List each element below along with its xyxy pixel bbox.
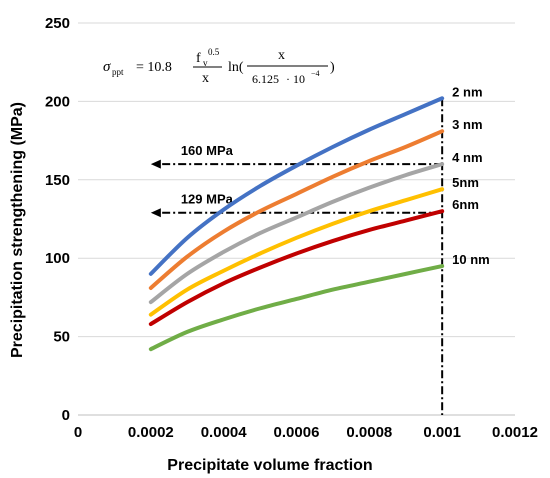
x-tick-label-1: 0.0002: [128, 424, 174, 441]
x-tick-labels: 0 0.0002 0.0004 0.0006 0.0008 0.001 0.0012: [74, 424, 538, 441]
eq-x-den: x: [202, 71, 209, 86]
x-tick-label-5: 0.001: [423, 424, 461, 441]
y-tick-label-2: 100: [45, 250, 70, 267]
eq-ln: ln(: [228, 60, 244, 75]
eq-f-sub: v: [203, 58, 208, 68]
annotation-label-1: 129 MPa: [181, 192, 234, 207]
y-axis-title: Precipitation strengthening (MPa): [9, 102, 26, 358]
series-line-2nm: [148, 96, 445, 276]
x-tick-label-6: 0.0012: [492, 424, 538, 441]
series-label-3: 5nm: [452, 175, 479, 190]
eq-sigma: σ: [103, 59, 111, 75]
x-tick-label-4: 0.0008: [346, 424, 392, 441]
series-lines: [148, 96, 445, 352]
x-axis-title: Precipitate volume fraction: [167, 457, 372, 474]
y-tick-label-4: 200: [45, 93, 70, 110]
eq-frac-den-a: 6.125: [252, 72, 279, 86]
annotation-arrow-1: [150, 208, 161, 218]
series-label-0: 2 nm: [452, 84, 482, 99]
series-label-1: 3 nm: [452, 117, 482, 132]
annotation-label-0: 160 MPa: [181, 143, 234, 158]
y-tick-labels: 0 50 100 150 200 250: [45, 15, 70, 424]
eq-f-sup: 0.5: [208, 47, 220, 57]
series-line-3nm: [148, 129, 445, 290]
y-tick-label-1: 50: [53, 329, 70, 346]
annotations: 160 MPa 129 MPa: [150, 98, 444, 415]
eq-frac-num: x: [278, 48, 285, 63]
eq-frac-den-b: · 10: [286, 72, 305, 86]
eq-coefficient: = 10.8: [136, 60, 172, 75]
eq-frac-den-exp: −4: [311, 69, 320, 78]
x-tick-label-0: 0: [74, 424, 82, 441]
eq-sigma-sub: ppt: [112, 67, 124, 77]
series-line-10nm: [148, 264, 445, 352]
series-label-4: 6nm: [452, 197, 479, 212]
eq-close: ): [330, 60, 335, 75]
series-label-2: 4 nm: [452, 150, 482, 165]
y-tick-label-0: 0: [62, 407, 70, 424]
series-labels: 2 nm 3 nm 4 nm 5nm 6nm 10 nm: [452, 84, 490, 267]
x-tick-label-3: 0.0006: [274, 424, 320, 441]
series-line-5nm: [148, 187, 445, 317]
series-label-5: 10 nm: [452, 252, 490, 267]
series-line-4nm: [148, 162, 445, 305]
annotation-arrow-0: [150, 159, 161, 169]
y-tick-label-5: 250: [45, 15, 70, 32]
x-tick-label-2: 0.0004: [201, 424, 248, 441]
equation: σ ppt = 10.8 f v 0.5 x ln( x 6.125 · 10 …: [103, 47, 335, 86]
eq-f: f: [196, 51, 201, 66]
y-tick-label-3: 150: [45, 172, 70, 189]
series-line-6nm: [148, 209, 445, 327]
